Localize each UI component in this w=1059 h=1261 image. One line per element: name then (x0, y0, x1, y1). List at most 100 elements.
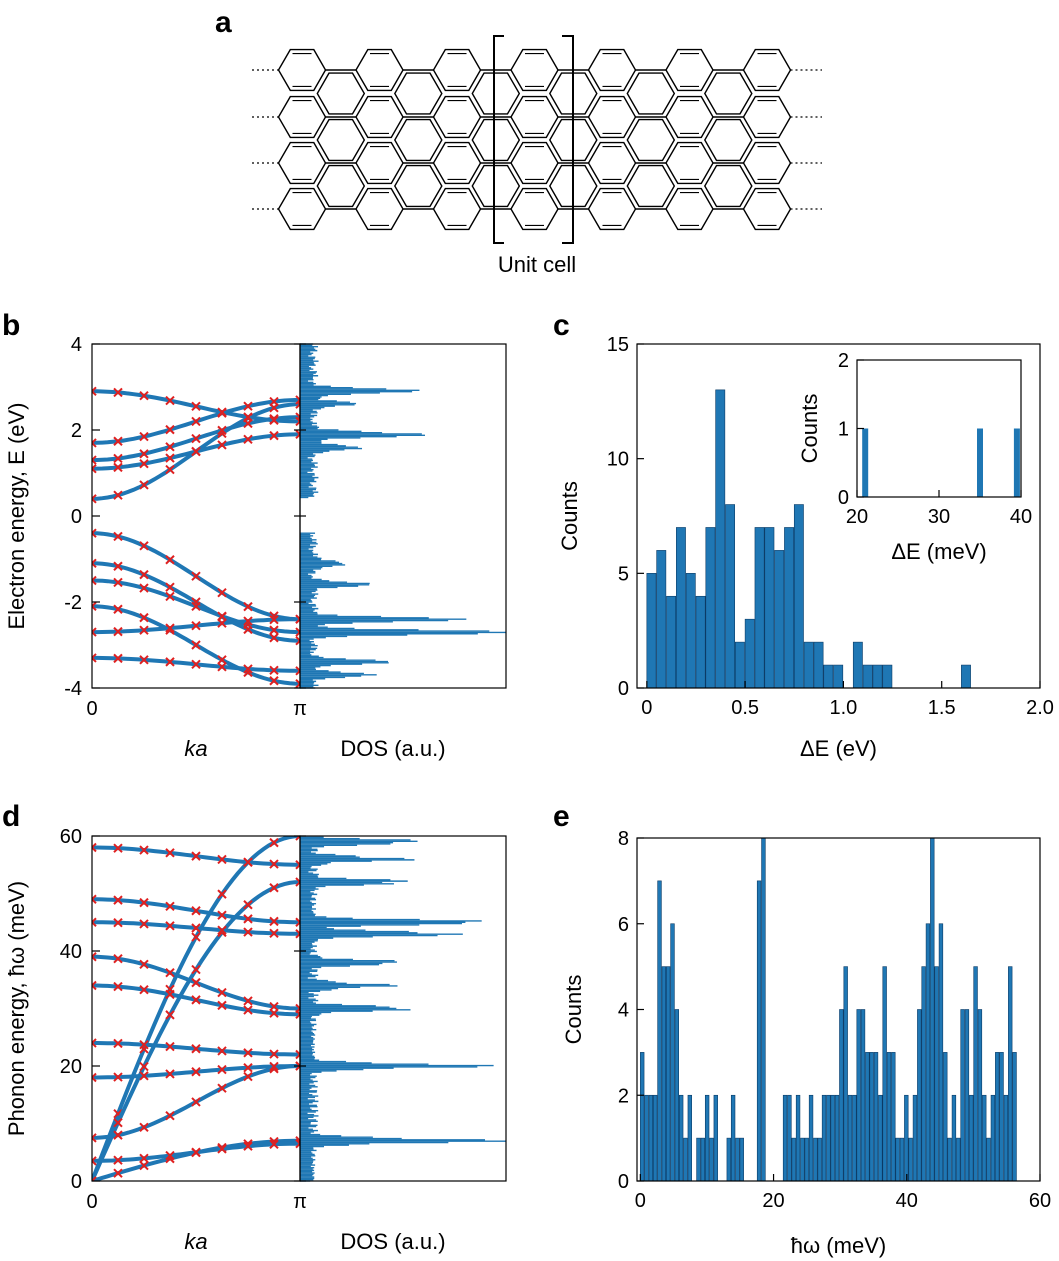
dos-axes-frame (299, 835, 507, 1182)
histogram-bar (695, 595, 706, 689)
inset-histogram: 0 1 2 20 30 40 ΔE (meV) Counts (797, 350, 1032, 564)
histogram-bar (1008, 966, 1013, 1182)
histogram-bar (653, 1094, 658, 1182)
histogram-bar (833, 664, 844, 689)
y-axis-label: Phonon energy, ħω (meV) (4, 881, 29, 1136)
mode-marker (113, 981, 123, 992)
y-tick-label: 0 (618, 678, 629, 700)
mode-marker (295, 836, 300, 841)
mode-marker (191, 1097, 201, 1107)
mode-marker (191, 601, 201, 612)
mode-marker (113, 626, 123, 637)
y-tick-label: 2 (838, 350, 849, 372)
histogram-bar (891, 1052, 896, 1182)
mode-marker (217, 854, 227, 865)
mode-marker (191, 851, 201, 861)
histogram-bar (969, 1094, 974, 1182)
hexagon-ring (393, 118, 443, 162)
hexagon-ring (665, 48, 714, 92)
mode-marker (243, 616, 253, 626)
histogram-bar (921, 966, 926, 1182)
x-tick-label: 2.0 (1026, 697, 1054, 719)
histogram-bar (860, 1009, 866, 1182)
histogram-bar (847, 1094, 853, 1182)
hexagon-ring (510, 95, 559, 139)
mode-marker (92, 494, 97, 504)
y-tick-label: 10 (607, 449, 629, 471)
histogram-bar (705, 527, 716, 689)
mode-marker (295, 1049, 300, 1060)
histogram-bar (676, 527, 686, 689)
hexagon-ring (742, 95, 792, 139)
mode-marker (243, 1048, 253, 1058)
histogram-bar (862, 428, 869, 497)
histogram-bar (709, 1137, 714, 1182)
mode-marker (139, 569, 149, 580)
mode-marker (139, 391, 149, 401)
histogram-bar (793, 504, 804, 689)
histogram-bar (834, 1094, 840, 1182)
histogram-bar (1003, 1094, 1009, 1182)
histogram-bar (830, 1094, 835, 1182)
mode-marker (113, 490, 123, 500)
y-tick-label: 4 (618, 1000, 629, 1022)
band-axes-frame (91, 835, 301, 1182)
mode-marker (165, 989, 175, 1000)
histogram-bar (678, 1094, 684, 1182)
hexagon-ring (355, 95, 404, 139)
hexagon-ring (703, 118, 753, 162)
mode-marker (165, 442, 175, 452)
mode-marker (295, 627, 300, 637)
histogram-bar (739, 1137, 744, 1182)
histogram-bar (917, 1009, 922, 1182)
histogram-bar (791, 1137, 796, 1182)
histogram-bar (761, 837, 766, 1182)
histogram-bar (640, 1052, 645, 1182)
histogram-bar (951, 1094, 957, 1182)
mode-marker (92, 528, 97, 538)
histogram-bar (813, 1137, 818, 1182)
mode-marker (269, 633, 279, 643)
mode-marker (243, 1005, 253, 1015)
hexagon-ring (471, 72, 521, 115)
histogram-bar (696, 1137, 701, 1182)
histogram-bar (960, 1009, 965, 1182)
mode-marker (113, 1155, 123, 1165)
mode-marker (243, 914, 253, 924)
mode-marker (92, 438, 97, 448)
histogram-bar (756, 880, 762, 1182)
mode-marker (139, 959, 149, 970)
mode-marker (113, 653, 123, 664)
mode-marker (139, 583, 149, 593)
mode-marker (191, 1147, 201, 1157)
mode-marker (243, 927, 253, 937)
y-tick-label: 2 (618, 1085, 629, 1107)
mode-marker (92, 1133, 97, 1143)
x-tick-label: 1.5 (928, 697, 956, 719)
histogram-bar (754, 527, 765, 689)
histogram-bar (943, 1052, 948, 1182)
mode-marker (217, 407, 227, 417)
mode-marker (217, 425, 227, 436)
hexagon-ring (277, 48, 327, 92)
mode-marker (113, 387, 123, 398)
mode-marker (243, 1062, 253, 1073)
mode-marker (191, 932, 201, 942)
hexagon-ring (742, 187, 792, 231)
dos-axis-label: DOS (a.u.) (340, 1229, 445, 1254)
mode-marker (217, 889, 227, 899)
x-tick-label: 30 (928, 506, 950, 528)
mode-marker (269, 430, 279, 441)
electron-spacing-histogram-panel: 0 5 10 15 0 0.5 1.0 1.5 2.0 ΔE (eV) Counts 0 1 2 20 30 4… (557, 334, 1054, 761)
mode-marker (191, 620, 201, 631)
mode-marker (295, 678, 300, 688)
mode-marker (165, 921, 175, 931)
mode-marker (92, 894, 97, 904)
histogram-bar (852, 641, 863, 689)
histogram-bar (726, 1137, 731, 1182)
hexagon-ring (587, 48, 637, 92)
y-tick-label: 0 (71, 1171, 82, 1193)
hexagon-ring (432, 187, 482, 231)
hexagon-ring (277, 95, 327, 139)
histogram-bar (990, 1094, 996, 1182)
